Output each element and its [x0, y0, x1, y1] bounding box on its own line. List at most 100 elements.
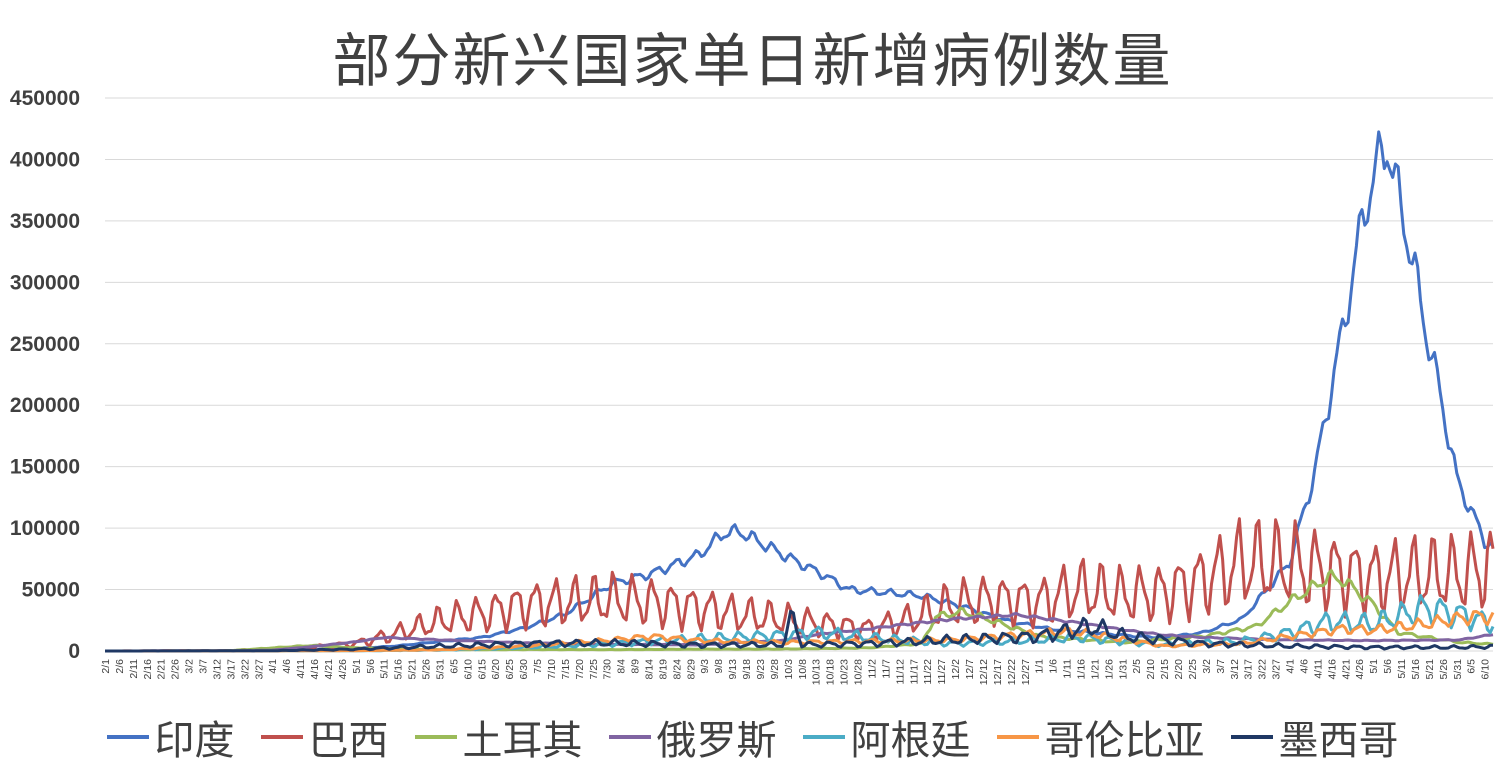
legend-label: 巴西	[308, 718, 389, 764]
legend-item: 土耳其	[414, 708, 583, 766]
x-tick-label: 4/11	[1312, 659, 1324, 679]
y-tick-label: 400000	[10, 148, 80, 171]
x-tick-label: 5/6	[365, 659, 377, 674]
y-tick-label: 250000	[10, 333, 80, 356]
x-tick-label: 2/26	[170, 659, 182, 680]
x-tick-label: 11/12	[894, 659, 906, 685]
series-line	[105, 130, 1494, 653]
x-tick-label: 5/16	[1410, 659, 1422, 680]
x-tick-label: 5/31	[1452, 659, 1464, 680]
y-axis-ticks: 0 50000 100000 150000 200000 250000 300000 3500…	[10, 87, 80, 663]
legend-swatch	[608, 735, 651, 739]
x-tick-label: 5/1	[351, 659, 363, 674]
x-tick-label: 12/22	[1006, 659, 1018, 685]
x-tick-label: 6/30	[518, 659, 530, 680]
x-tick-label: 3/2	[1201, 659, 1213, 674]
x-tick-label: 1/26	[1103, 659, 1115, 680]
legend-label: 俄罗斯	[656, 718, 777, 764]
y-tick-label: 100000	[10, 517, 80, 540]
x-tick-label: 12/7	[964, 659, 976, 680]
x-tick-label: 2/5	[1131, 659, 1143, 674]
legend-item: 阿根廷	[802, 708, 971, 766]
x-tick-label: 8/19	[657, 659, 669, 680]
legend-swatch	[802, 735, 845, 739]
chart-title: 部分新兴国家单日新增病例数量	[332, 27, 1173, 95]
x-tick-label: 2/11	[128, 659, 140, 679]
x-tick-label: 9/8	[713, 659, 725, 674]
x-tick-label: 10/8	[797, 659, 809, 680]
x-tick-label: 7/15	[560, 659, 572, 680]
legend-label: 哥伦比亚	[1044, 718, 1205, 764]
legend-item: 俄罗斯	[608, 708, 777, 766]
x-tick-label: 2/6	[114, 659, 126, 674]
x-tick-label: 5/11	[1396, 659, 1408, 679]
x-tick-label: 5/11	[379, 659, 391, 679]
x-tick-label: 4/6	[281, 659, 293, 674]
x-tick-label: 6/5	[448, 659, 460, 674]
x-tick-label: 2/25	[1187, 659, 1199, 680]
y-tick-label: 50000	[22, 579, 80, 602]
x-tick-label: 5/16	[393, 659, 405, 680]
x-tick-label: 9/28	[769, 659, 781, 680]
x-tick-label: 11/7	[880, 659, 892, 679]
x-tick-label: 4/21	[1340, 659, 1352, 680]
x-tick-label: 2/1	[100, 659, 112, 674]
legend-swatch	[996, 735, 1039, 739]
x-tick-label: 12/27	[1020, 659, 1032, 685]
x-tick-label: 4/26	[1354, 659, 1366, 680]
x-tick-label: 4/11	[295, 659, 307, 679]
x-tick-label: 7/25	[588, 659, 600, 680]
x-tick-label: 10/13	[811, 659, 823, 685]
x-axis-ticks: 2/1 2/6 2/11 2/16 2/21 2/26 3/2 3/7 3/12 3/17 3/22…	[100, 659, 1492, 685]
x-tick-label: 3/12	[1229, 659, 1241, 680]
legend-item: 哥伦比亚	[996, 708, 1205, 766]
x-tick-label: 2/15	[1159, 659, 1171, 680]
x-tick-label: 5/21	[1424, 659, 1436, 680]
x-tick-label: 8/4	[616, 659, 628, 674]
x-tick-label: 7/20	[574, 659, 586, 680]
x-tick-label: 4/6	[1298, 659, 1310, 674]
x-tick-label: 3/27	[253, 659, 265, 680]
x-tick-label: 6/25	[504, 659, 516, 680]
x-tick-label: 3/22	[1257, 659, 1269, 680]
x-tick-label: 3/17	[1243, 659, 1255, 680]
series-line	[105, 569, 1494, 653]
x-tick-label: 3/7	[198, 659, 210, 674]
x-tick-label: 6/10	[1480, 659, 1492, 680]
x-tick-label: 6/10	[462, 659, 474, 680]
line-chart: 0 50000 100000 150000 200000 250000 300000 3500…	[10, 87, 1495, 685]
x-tick-label: 4/1	[267, 659, 279, 674]
y-tick-label: 150000	[10, 456, 80, 479]
x-tick-label: 8/29	[685, 659, 697, 680]
x-tick-label: 3/22	[239, 659, 251, 680]
series-line	[105, 609, 1493, 653]
legend-label: 印度	[154, 718, 235, 764]
x-tick-label: 1/1	[1034, 659, 1046, 674]
x-tick-label: 5/1	[1368, 659, 1380, 674]
legend-swatch	[106, 735, 149, 739]
legend: 印度 巴西 土耳其 俄罗斯 阿根廷 哥伦比亚 墨西哥	[0, 708, 1505, 766]
x-tick-label: 6/5	[1466, 659, 1478, 674]
x-tick-label: 12/17	[992, 659, 1004, 685]
x-tick-label: 10/23	[839, 659, 851, 685]
y-tick-label: 0	[68, 640, 80, 663]
x-tick-label: 1/16	[1076, 659, 1088, 680]
legend-item: 墨西哥	[1230, 708, 1399, 766]
x-tick-label: 3/12	[211, 659, 223, 680]
x-tick-label: 1/21	[1089, 659, 1101, 680]
x-tick-label: 7/5	[532, 659, 544, 674]
x-tick-label: 1/31	[1117, 659, 1129, 680]
x-tick-label: 10/28	[853, 659, 865, 685]
x-tick-label: 1/11	[1062, 659, 1074, 679]
x-tick-label: 4/1	[1285, 659, 1297, 674]
y-tick-label: 200000	[10, 394, 80, 417]
series-lines	[105, 130, 1495, 653]
legend-label: 墨西哥	[1278, 718, 1399, 764]
x-tick-label: 3/7	[1215, 659, 1227, 674]
x-tick-label: 9/23	[755, 659, 767, 680]
x-tick-label: 5/31	[434, 659, 446, 680]
legend-swatch	[1230, 735, 1273, 739]
x-tick-label: 7/30	[602, 659, 614, 680]
x-tick-label: 8/24	[671, 659, 683, 680]
x-tick-label: 2/21	[156, 659, 168, 680]
